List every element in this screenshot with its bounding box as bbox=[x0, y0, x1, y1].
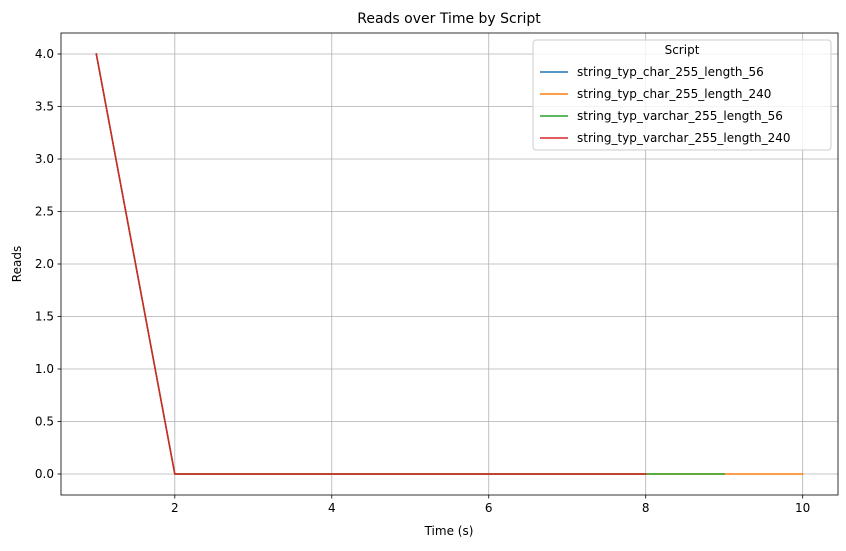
legend-entry-label: string_typ_char_255_length_240 bbox=[577, 87, 771, 101]
y-tick-label: 0.0 bbox=[35, 467, 54, 481]
y-tick-label: 4.0 bbox=[35, 47, 54, 61]
grid-lines bbox=[61, 33, 838, 495]
legend-entry-label: string_typ_varchar_255_length_240 bbox=[577, 131, 791, 145]
legend-title: Script bbox=[665, 43, 700, 57]
legend-entry-label: string_typ_char_255_length_56 bbox=[577, 65, 764, 79]
y-tick-label: 2.0 bbox=[35, 257, 54, 271]
x-tick-label: 10 bbox=[795, 501, 810, 515]
y-axis-label: Reads bbox=[10, 246, 24, 282]
series-line-4 bbox=[95, 53, 647, 475]
x-tick-label: 2 bbox=[171, 501, 179, 515]
y-tick-label: 1.0 bbox=[35, 362, 54, 376]
x-tick-label: 4 bbox=[328, 501, 336, 515]
x-axis-label: Time (s) bbox=[424, 524, 474, 538]
legend: Script string_typ_char_255_length_56strin… bbox=[532, 39, 832, 151]
series-lines bbox=[95, 53, 804, 475]
legend-box bbox=[532, 39, 832, 151]
legend-entry-label: string_typ_varchar_255_length_56 bbox=[577, 109, 783, 123]
y-tick-label: 1.5 bbox=[35, 310, 54, 324]
chart-title: Reads over Time by Script bbox=[357, 11, 541, 27]
y-tick-label: 2.5 bbox=[35, 205, 54, 219]
y-tick-label: 3.0 bbox=[35, 152, 54, 166]
y-tick-label: 3.5 bbox=[35, 100, 54, 114]
axis-ticks: 2 4 6 8 10 0.0 0.5 1.0 1.5 2.0 2.5 3.0 3.5 4.0 bbox=[35, 47, 810, 515]
x-tick-label: 8 bbox=[642, 501, 650, 515]
y-tick-label: 0.5 bbox=[35, 415, 54, 429]
x-tick-label: 6 bbox=[485, 501, 493, 515]
